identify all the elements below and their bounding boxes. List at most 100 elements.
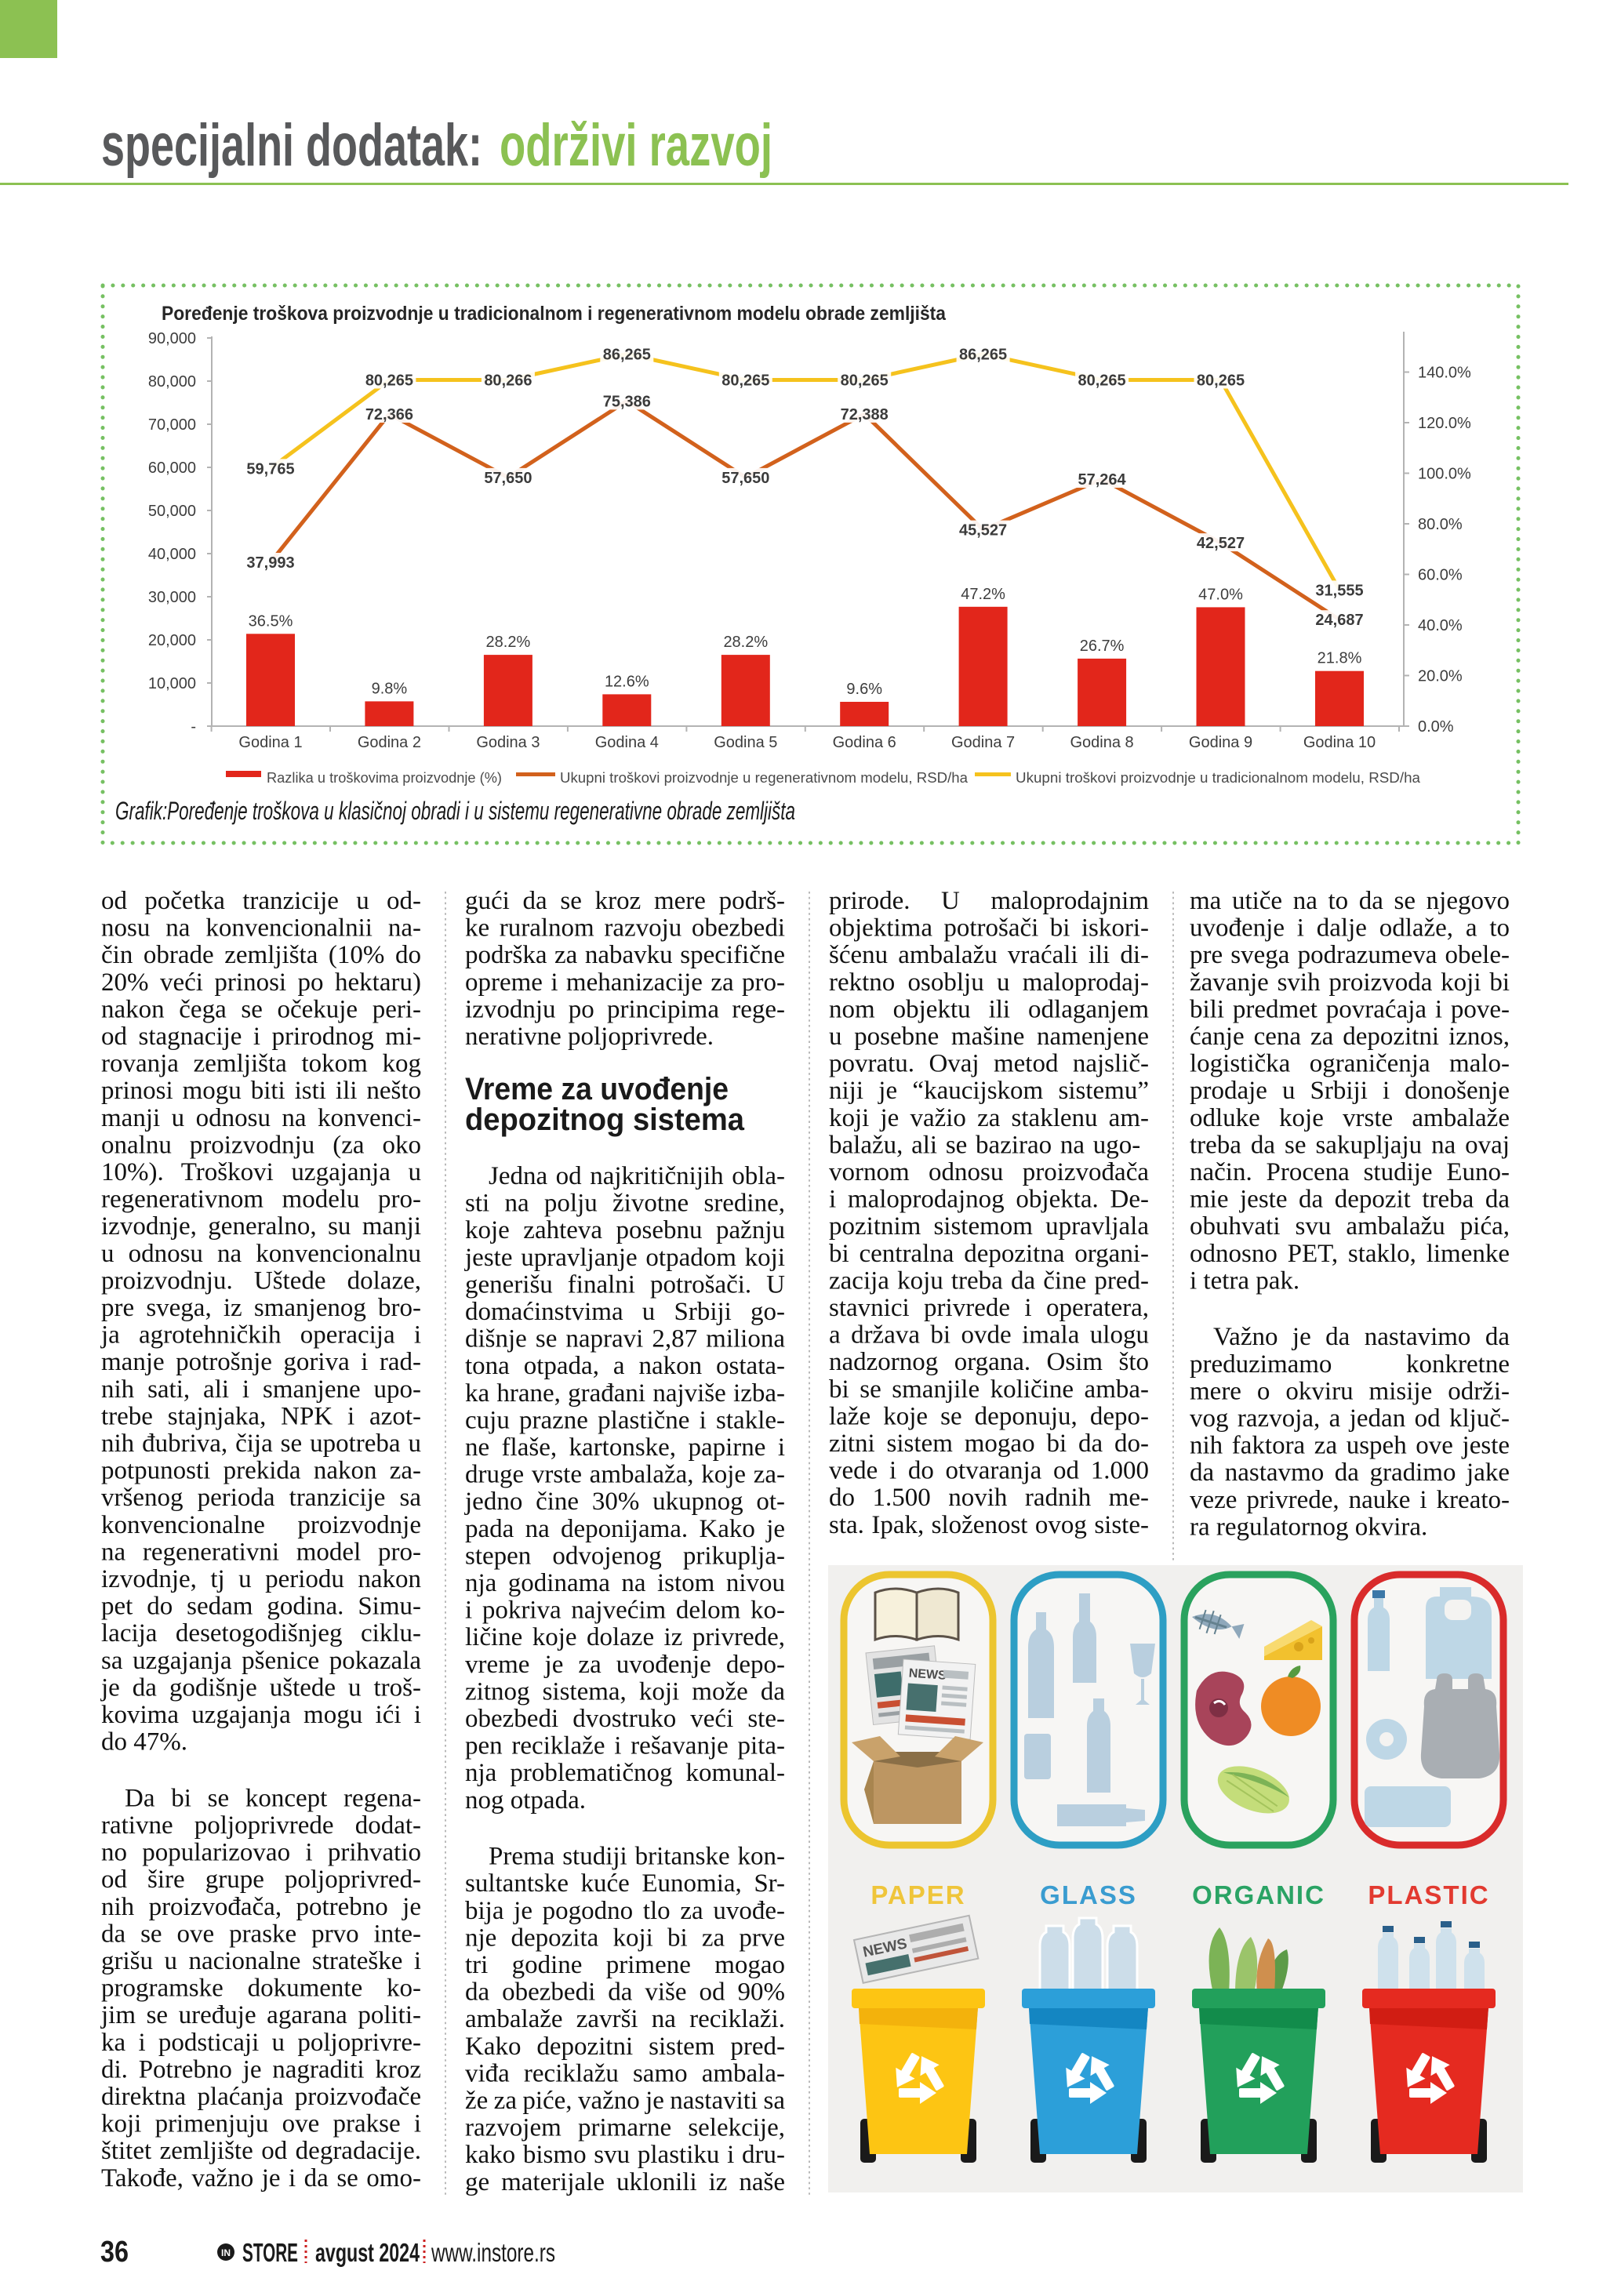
svg-text:Godina 9: Godina 9: [1189, 734, 1252, 751]
svg-text:uvođenje i dalje odlaže, a to: uvođenje i dalje odlaže, a to: [1190, 914, 1510, 943]
svg-text:rektno osoblju u maloprodaj-: rektno osoblju u maloprodaj-: [829, 968, 1149, 997]
svg-text:120.0%: 120.0%: [1418, 415, 1471, 432]
svg-text:do 47%.: do 47%.: [101, 1728, 187, 1757]
svg-text:druge vrste ambalaža, koje za-: druge vrste ambalaža, koje za-: [465, 1461, 785, 1489]
svg-text:Da bi se koncept regena-: Da bi se koncept regena-: [125, 1784, 421, 1812]
svg-text:12.6%: 12.6%: [605, 673, 649, 690]
svg-text:kako bismo svu plastiku i dru-: kako bismo svu plastiku i dru-: [465, 2141, 785, 2169]
svg-text:75,386: 75,386: [603, 393, 651, 410]
svg-text:nosu na konvencionalnii na-: nosu na konvencionalnii na-: [101, 914, 421, 943]
svg-text:ka i podsticaji u poljoprivre-: ka i podsticaji u poljoprivre-: [101, 2029, 421, 2057]
svg-text:42,527: 42,527: [1197, 535, 1245, 552]
svg-text:proizvodnju. Uštede dolaze,: proizvodnju. Uštede dolaze,: [101, 1266, 421, 1295]
svg-text:36: 36: [100, 2236, 129, 2269]
svg-text:da obezbedi da više od 90%: da obezbedi da više od 90%: [465, 1978, 785, 2007]
svg-text:100.0%: 100.0%: [1418, 466, 1471, 483]
svg-text:28.2%: 28.2%: [486, 634, 531, 651]
svg-text:povratu. Ovaj metod najslič-: povratu. Ovaj metod najslič-: [829, 1050, 1149, 1078]
svg-text:prirode. U maloprodajnim: prirode. U maloprodajnim: [829, 887, 1149, 915]
svg-text:nih sati, ali i smanjene upo-: nih sati, ali i smanjene upo-: [101, 1375, 421, 1404]
svg-text:24,687: 24,687: [1315, 612, 1363, 629]
svg-text:30,000: 30,000: [148, 589, 196, 606]
svg-text:sa uzgajanja pšenice pokazala: sa uzgajanja pšenice pokazala: [101, 1647, 421, 1675]
svg-text:regenerativnom modelu pro-: regenerativnom modelu pro-: [101, 1186, 421, 1214]
svg-text:tona otpada, a nakon ostata-: tona otpada, a nakon ostata-: [465, 1352, 785, 1380]
svg-text:izvodnje, tj u periodu nakon: izvodnje, tj u periodu nakon: [101, 1565, 421, 1593]
svg-text:da se ove praske prvo inte-: da se ove praske prvo inte-: [101, 1920, 421, 1948]
svg-text:pozitnim sistemom upravljala: pozitnim sistemom upravljala: [829, 1212, 1149, 1241]
svg-text:specijalni dodatak:: specijalni dodatak:: [101, 112, 482, 179]
svg-text:viđa reciklažu samo ambala-: viđa reciklažu samo ambala-: [465, 2059, 785, 2087]
svg-text:vreme je za uvođenje depo-: vreme je za uvođenje depo-: [465, 1651, 785, 1679]
svg-text:80.0%: 80.0%: [1418, 516, 1463, 533]
svg-text:koje zahteva posebnu pažnju: koje zahteva posebnu pažnju: [465, 1216, 785, 1244]
svg-text:28.2%: 28.2%: [723, 634, 768, 651]
svg-text:izvodnje, generalno, su manji: izvodnje, generalno, su manji: [101, 1212, 421, 1241]
svg-text:kovima uzgajanja mogu ići i: kovima uzgajanja mogu ići i: [101, 1701, 421, 1729]
svg-text:no popularizovao i prihvatio: no popularizovao i prihvatio: [101, 1839, 421, 1867]
svg-text:zitni sistem mogao bi da do-: zitni sistem mogao bi da do-: [829, 1430, 1149, 1458]
svg-text:NEWS: NEWS: [908, 1667, 947, 1683]
svg-text:40,000: 40,000: [148, 546, 196, 563]
svg-text:IN: IN: [221, 2247, 231, 2258]
svg-text:vede i do otvaranja od 1.000: vede i do otvaranja od 1.000: [829, 1457, 1149, 1485]
svg-text:grišu u nacionalne strateške i: grišu u nacionalne strateške i: [101, 1947, 421, 1975]
svg-text:izvodnju po principima rege-: izvodnju po principima rege-: [465, 995, 785, 1023]
svg-text:objektima potrošači bi iskori-: objektima potrošači bi iskori-: [829, 914, 1149, 943]
svg-text:vršenog perioda tranzicije sa: vršenog perioda tranzicije sa: [101, 1484, 421, 1512]
svg-text:štitet zemljište od degradacij: štitet zemljište od degradacije.: [101, 2137, 421, 2165]
svg-text:47.2%: 47.2%: [961, 586, 1005, 603]
svg-text:u odnosu na konvencionalnu: u odnosu na konvencionalnu: [101, 1240, 421, 1268]
svg-text:Godina 7: Godina 7: [951, 734, 1015, 751]
svg-text:vog razvoja, a jedan od ključ-: vog razvoja, a jedan od ključ-: [1190, 1404, 1510, 1433]
svg-text:72,388: 72,388: [841, 406, 889, 423]
svg-text:ličine koje dolaze iz privrede: ličine koje dolaze iz privrede,: [465, 1623, 785, 1651]
svg-text:pre svega, iz smanjenog bro-: pre svega, iz smanjenog bro-: [101, 1294, 421, 1322]
svg-text:stepen odvojenog prikuplja-: stepen odvojenog prikuplja-: [465, 1542, 785, 1570]
svg-text:sta. Ipak, složenost ovog sist: sta. Ipak, složenost ovog siste-: [829, 1511, 1149, 1539]
svg-text:konvencionalne proizvodnje: konvencionalne proizvodnje: [101, 1511, 421, 1539]
svg-text:ra regulatornog okvira.: ra regulatornog okvira.: [1190, 1513, 1427, 1541]
svg-text:Ukupni troškovi proizvodnje u: Ukupni troškovi proizvodnje u regenerati…: [560, 770, 969, 786]
svg-text:nih faktora za uspeh ove jeste: nih faktora za uspeh ove jeste: [1190, 1432, 1510, 1460]
svg-text:20,000: 20,000: [148, 632, 196, 649]
svg-text:obezbedi dvostruko veći ste-: obezbedi dvostruko veći ste-: [465, 1705, 785, 1733]
svg-text:50,000: 50,000: [148, 503, 196, 520]
svg-text:direktna plaćanja proizvođače: direktna plaćanja proizvođače: [101, 2083, 421, 2111]
svg-text:nja godinama na istom nivou: nja godinama na istom nivou: [465, 1569, 785, 1597]
svg-text:odnosno PET, staklo, limenke: odnosno PET, staklo, limenke: [1190, 1240, 1510, 1268]
svg-text:prinosi mogu biti isti ili neš: prinosi mogu biti isti ili nešto: [101, 1077, 421, 1105]
svg-text:do 1.500 novih radnih me-: do 1.500 novih radnih me-: [829, 1484, 1149, 1512]
svg-text:Poređenje troškova proizvodnje: Poređenje troškova proizvodnje u tradici…: [162, 303, 947, 325]
svg-text:ke ruralnom razvoju obezbedi: ke ruralnom razvoju obezbedi: [465, 914, 785, 943]
svg-text:jedno čine 30% ukupnog ot-: jedno čine 30% ukupnog ot-: [464, 1488, 785, 1516]
svg-text:laže koje se deponuju, depo-: laže koje se deponuju, depo-: [829, 1402, 1149, 1430]
svg-text:80,265: 80,265: [1078, 372, 1126, 390]
svg-text:47.0%: 47.0%: [1198, 586, 1243, 603]
svg-text:80,266: 80,266: [484, 372, 532, 390]
svg-text:Godina 5: Godina 5: [714, 734, 777, 751]
svg-text:Prema studiji britanske kon-: Prema studiji britanske kon-: [489, 1843, 785, 1871]
svg-text:Ukupni troškovi proizvodnje u: Ukupni troškovi proizvodnje u tradiciona…: [1016, 770, 1421, 786]
svg-text:je da godišnje uštede u troš-: je da godišnje uštede u troš-: [100, 1673, 421, 1702]
svg-text:86,265: 86,265: [959, 347, 1007, 364]
svg-text:opreme i mehanizacije za pro-: opreme i mehanizacije za pro-: [465, 968, 785, 997]
svg-text:Godina 1: Godina 1: [238, 734, 302, 751]
svg-text:nog otpada.: nog otpada.: [465, 1786, 586, 1815]
svg-text:ka hrane, građani najviše izba: ka hrane, građani najviše izba-: [465, 1379, 785, 1408]
svg-text:10,000: 10,000: [148, 675, 196, 692]
svg-text:Razlika u troškovima proizvodn: Razlika u troškovima proizvodnje (%): [267, 770, 502, 786]
svg-text:tri godine primene mogao: tri godine primene mogao: [465, 1951, 785, 1979]
svg-text:72,366: 72,366: [365, 406, 413, 423]
svg-text:način. Procena studije Euno-: način. Procena studije Euno-: [1190, 1158, 1510, 1186]
svg-text:Godina 6: Godina 6: [833, 734, 896, 751]
svg-text:cuju prazne plastične i stakle: cuju prazne plastične i stakle-: [465, 1406, 785, 1434]
svg-text:na regenerativni model pro-: na regenerativni model pro-: [101, 1538, 421, 1566]
svg-text:že za piće, važno je nastaviti: že za piće, važno je nastaviti sa: [465, 2087, 785, 2115]
svg-text:140.0%: 140.0%: [1418, 365, 1471, 382]
svg-text:Takođe, važno je i da se omo-: Takođe, važno je i da se omo-: [101, 2164, 421, 2192]
svg-text:nja problematičnog komunal-: nja problematičnog komunal-: [465, 1759, 785, 1787]
svg-text:www.instore.rs: www.instore.rs: [431, 2238, 555, 2267]
svg-text:održivi razvoj: održivi razvoj: [500, 112, 772, 179]
svg-text:onalnu proizvodnju (za oko: onalnu proizvodnju (za oko: [101, 1131, 421, 1159]
